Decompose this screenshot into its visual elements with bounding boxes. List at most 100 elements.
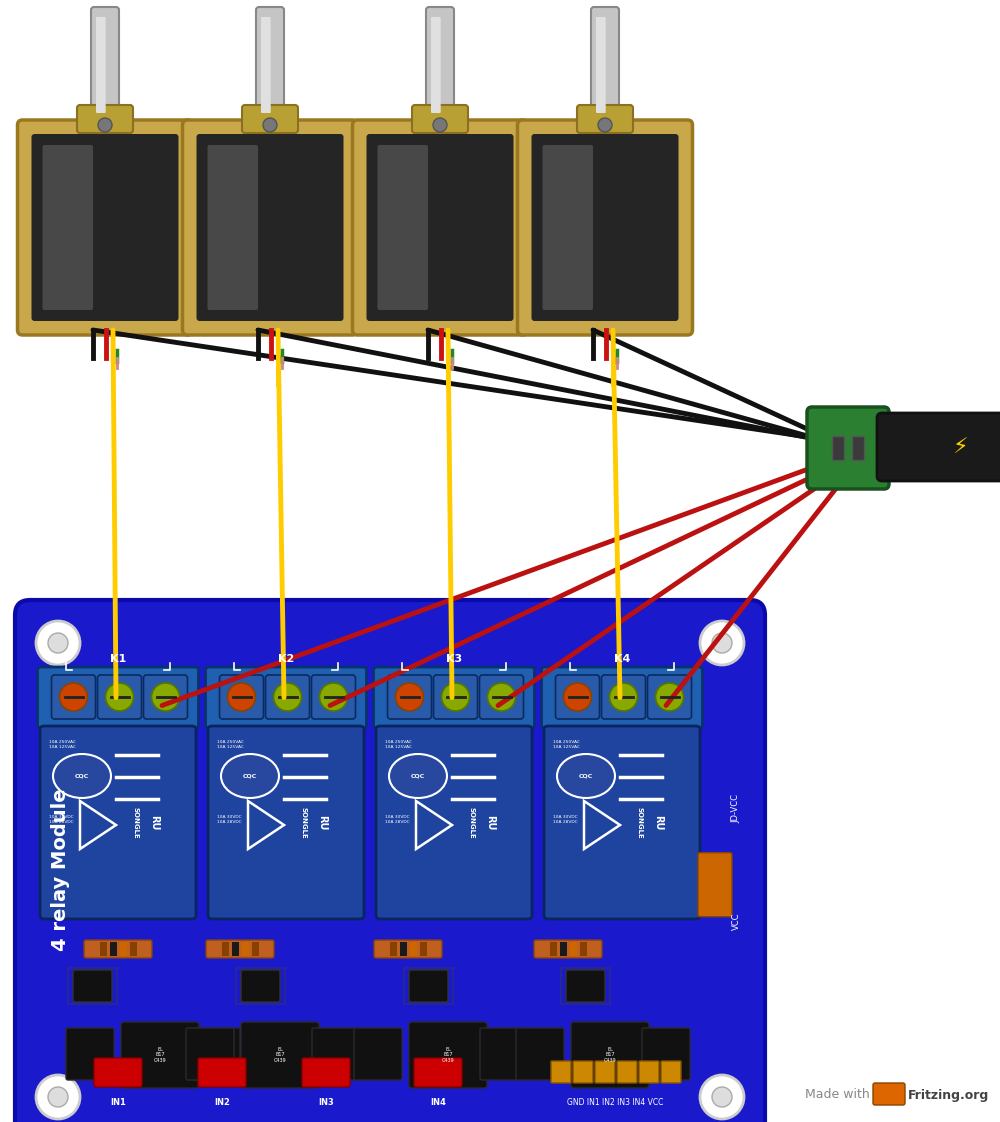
Text: 10A 30VDC
10A 28VDC: 10A 30VDC 10A 28VDC	[217, 815, 242, 824]
FancyBboxPatch shape	[32, 134, 178, 321]
Text: IN2: IN2	[214, 1098, 230, 1107]
FancyBboxPatch shape	[388, 675, 432, 719]
FancyBboxPatch shape	[409, 971, 448, 1002]
Circle shape	[488, 683, 516, 711]
FancyBboxPatch shape	[206, 940, 274, 958]
Text: RU: RU	[653, 815, 663, 830]
Circle shape	[396, 683, 424, 711]
Text: EL
B17
C439: EL B17 C439	[442, 1047, 454, 1064]
Text: EL
B17
C439: EL B17 C439	[274, 1047, 286, 1064]
Bar	[130, 942, 137, 956]
Bar	[242, 942, 249, 956]
Bar	[560, 942, 567, 956]
Circle shape	[700, 1075, 744, 1119]
Text: K2: K2	[278, 654, 294, 664]
Bar	[420, 942, 427, 956]
FancyBboxPatch shape	[617, 1061, 637, 1083]
FancyBboxPatch shape	[573, 1061, 593, 1083]
FancyBboxPatch shape	[256, 7, 284, 123]
FancyBboxPatch shape	[434, 675, 478, 719]
Circle shape	[442, 683, 470, 711]
Bar	[222, 942, 229, 956]
Circle shape	[712, 633, 732, 653]
FancyBboxPatch shape	[542, 666, 702, 728]
FancyBboxPatch shape	[52, 675, 96, 719]
Circle shape	[48, 1087, 68, 1107]
FancyBboxPatch shape	[566, 971, 605, 1002]
FancyBboxPatch shape	[366, 134, 514, 321]
FancyBboxPatch shape	[312, 675, 356, 719]
FancyBboxPatch shape	[144, 675, 188, 719]
Text: SONGLE: SONGLE	[301, 807, 307, 838]
Bar	[832, 436, 844, 460]
Circle shape	[598, 118, 612, 132]
Text: IN4: IN4	[430, 1098, 446, 1107]
FancyBboxPatch shape	[532, 134, 678, 321]
FancyBboxPatch shape	[242, 105, 298, 134]
FancyBboxPatch shape	[642, 1028, 690, 1080]
FancyBboxPatch shape	[66, 1028, 114, 1080]
FancyBboxPatch shape	[378, 145, 428, 310]
FancyBboxPatch shape	[480, 1028, 528, 1080]
FancyBboxPatch shape	[374, 940, 442, 958]
Circle shape	[228, 683, 256, 711]
Text: K3: K3	[446, 654, 462, 664]
FancyBboxPatch shape	[352, 120, 528, 335]
Circle shape	[564, 683, 592, 711]
Bar	[580, 942, 587, 956]
Ellipse shape	[221, 754, 279, 798]
FancyBboxPatch shape	[96, 17, 106, 113]
Text: RU: RU	[317, 815, 327, 830]
Bar	[100, 942, 107, 956]
FancyBboxPatch shape	[542, 145, 593, 310]
Text: 10A 30VDC
10A 28VDC: 10A 30VDC 10A 28VDC	[553, 815, 578, 824]
Bar	[550, 942, 557, 956]
Text: CQC: CQC	[411, 773, 425, 779]
FancyBboxPatch shape	[648, 675, 692, 719]
FancyBboxPatch shape	[602, 675, 646, 719]
Text: RU: RU	[485, 815, 495, 830]
FancyBboxPatch shape	[38, 666, 198, 728]
FancyBboxPatch shape	[94, 1058, 142, 1087]
Text: K1: K1	[110, 654, 126, 664]
Text: 10A 30VDC
10A 28VDC: 10A 30VDC 10A 28VDC	[49, 815, 74, 824]
Circle shape	[656, 683, 684, 711]
Circle shape	[274, 683, 302, 711]
Circle shape	[320, 683, 348, 711]
FancyBboxPatch shape	[596, 17, 606, 113]
Circle shape	[36, 1075, 80, 1119]
FancyBboxPatch shape	[571, 1022, 649, 1088]
Circle shape	[700, 620, 744, 665]
FancyBboxPatch shape	[206, 666, 366, 728]
Bar	[68, 968, 117, 1004]
Text: GND IN1 IN2 IN3 IN4 VCC: GND IN1 IN2 IN3 IN4 VCC	[567, 1098, 663, 1107]
Circle shape	[60, 683, 88, 711]
FancyBboxPatch shape	[192, 1028, 240, 1080]
FancyBboxPatch shape	[544, 726, 700, 919]
Text: 10A 250VAC
10A 125VAC: 10A 250VAC 10A 125VAC	[553, 741, 580, 748]
Bar	[110, 942, 117, 956]
Bar	[120, 942, 127, 956]
FancyBboxPatch shape	[577, 105, 633, 134]
Text: RU: RU	[149, 815, 159, 830]
Circle shape	[36, 620, 80, 665]
FancyBboxPatch shape	[534, 940, 602, 958]
FancyBboxPatch shape	[84, 940, 152, 958]
FancyBboxPatch shape	[877, 413, 1000, 481]
Circle shape	[98, 118, 112, 132]
FancyBboxPatch shape	[42, 145, 93, 310]
FancyBboxPatch shape	[374, 666, 534, 728]
FancyBboxPatch shape	[91, 7, 119, 123]
Text: Made with: Made with	[805, 1088, 870, 1102]
Ellipse shape	[557, 754, 615, 798]
FancyBboxPatch shape	[551, 1061, 571, 1083]
FancyBboxPatch shape	[595, 1061, 615, 1083]
Text: EL
B17
C439: EL B17 C439	[154, 1047, 166, 1064]
FancyBboxPatch shape	[414, 1058, 462, 1087]
Circle shape	[712, 1087, 732, 1107]
FancyBboxPatch shape	[639, 1061, 659, 1083]
Text: 10A 250VAC
10A 125VAC: 10A 250VAC 10A 125VAC	[217, 741, 244, 748]
FancyBboxPatch shape	[186, 1028, 234, 1080]
Text: 4 relay Module: 4 relay Module	[50, 789, 70, 951]
Ellipse shape	[53, 754, 111, 798]
